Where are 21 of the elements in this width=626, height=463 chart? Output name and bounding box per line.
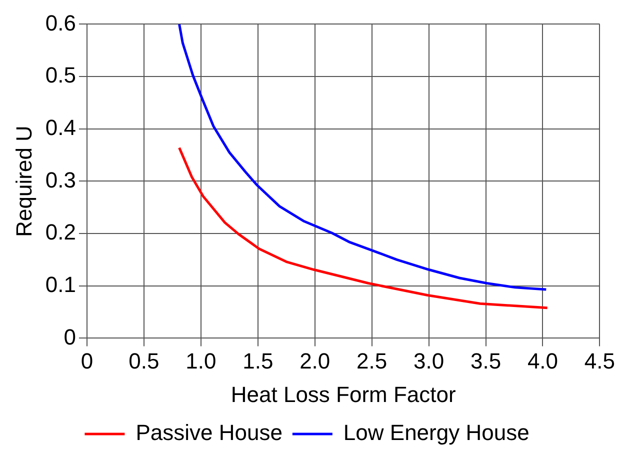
y-tick-label: 0 xyxy=(64,324,76,350)
x-axis-title: Heat Loss Form Factor xyxy=(230,382,456,407)
x-tick-label: 4.0 xyxy=(527,348,558,374)
x-tick-label: 1.0 xyxy=(186,348,216,374)
legend-label: Passive House xyxy=(136,420,282,446)
legend-label: Low Energy House xyxy=(343,420,530,446)
y-tick-label: 0.5 xyxy=(45,62,76,88)
y-tick-label: 0.2 xyxy=(45,220,76,245)
x-tick-label: 2.5 xyxy=(356,348,388,374)
y-tick-label: 0.4 xyxy=(45,114,76,140)
y-tick-label: 0.1 xyxy=(45,272,76,297)
x-tick-label: 3.0 xyxy=(414,348,444,374)
x-tick-label: 0 xyxy=(80,348,94,374)
y-axis-title: Required U xyxy=(11,126,36,237)
x-tick-label: 1.5 xyxy=(242,348,274,374)
y-tick-label: 0.3 xyxy=(45,167,76,192)
y-tick-label: 0.6 xyxy=(45,10,76,36)
x-tick-label: 4.5 xyxy=(584,348,616,374)
x-tick-label: 3.5 xyxy=(470,348,502,374)
x-tick-label: 0.5 xyxy=(128,348,160,374)
x-tick-label: 2.0 xyxy=(300,348,330,374)
